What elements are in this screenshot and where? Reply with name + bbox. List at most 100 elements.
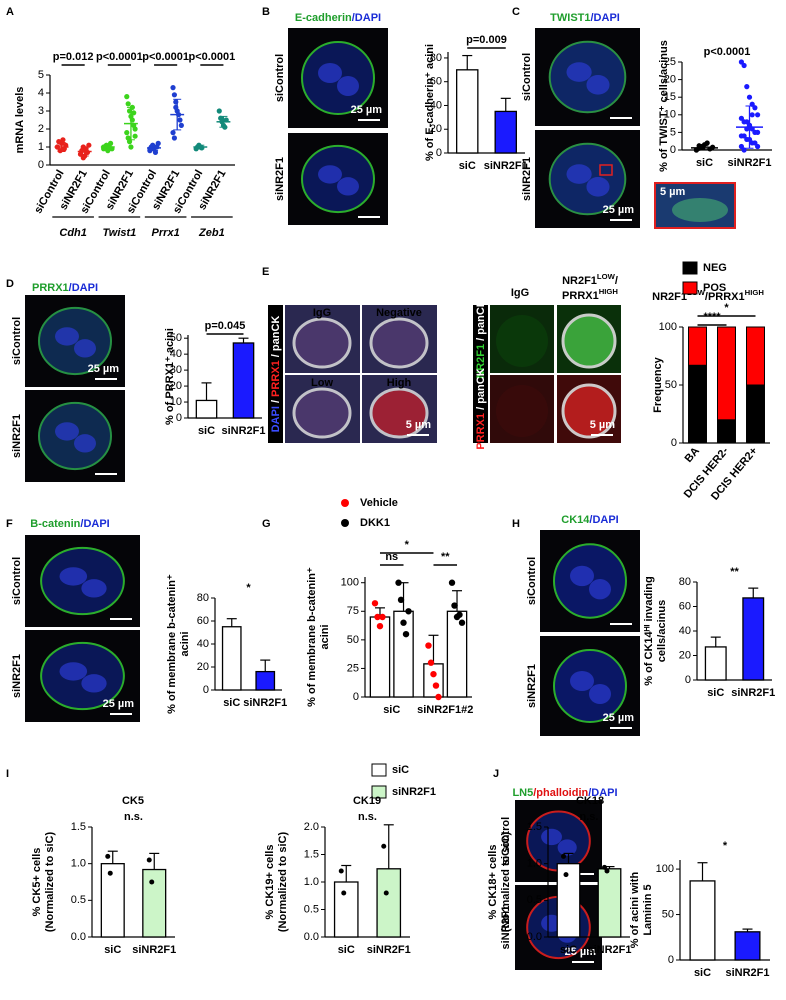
y-tick-label: 0 xyxy=(671,437,677,449)
y-tick-label: 0 xyxy=(670,144,676,156)
row-label: siNR2F1 xyxy=(500,905,512,949)
annotation: p<0.0001 xyxy=(96,51,143,63)
bar xyxy=(597,868,622,938)
bar xyxy=(232,342,255,419)
data-point xyxy=(177,117,183,123)
panel-letter: J xyxy=(493,768,499,780)
data-point xyxy=(178,122,184,128)
y-tick-label: 0.5 xyxy=(71,894,86,906)
bar-segment xyxy=(688,326,707,366)
chart-title: CK19 xyxy=(353,795,381,807)
label-part: /phalloidin xyxy=(533,787,588,799)
data-point xyxy=(381,843,387,849)
y-tick-label: 3 xyxy=(38,105,44,117)
y-tick-label: 1 xyxy=(38,141,44,153)
legend-label: Vehicle xyxy=(360,497,398,509)
data-point xyxy=(131,110,137,116)
data-point xyxy=(746,94,753,100)
y-axis-label: cells/acinus xyxy=(656,600,668,662)
group-label: Prrx1 xyxy=(152,227,180,239)
row-label: siControl xyxy=(274,54,286,102)
y-tick-label: 0.0 xyxy=(71,931,86,943)
data-point xyxy=(341,890,347,896)
data-point xyxy=(374,613,381,621)
label-part: LOW xyxy=(597,272,616,281)
data-point xyxy=(741,133,747,139)
y-tick-label: 60 xyxy=(197,615,209,627)
annotation: p=0.012 xyxy=(53,51,94,63)
x-tick-label: siC xyxy=(338,944,355,956)
data-point xyxy=(338,868,344,874)
data-point xyxy=(397,596,405,604)
legend-swatch xyxy=(371,763,387,777)
nucleus xyxy=(586,75,610,95)
y-tick-label: 0 xyxy=(436,147,442,159)
label-part: NR2F1 xyxy=(562,275,597,287)
x-tick-label: siC xyxy=(560,944,577,956)
scale-label: 25 µm xyxy=(603,712,635,724)
y-tick-label: 4 xyxy=(38,87,44,99)
y-tick-label: 15 xyxy=(664,91,676,103)
y-tick-label: 1.5 xyxy=(304,848,319,860)
data-point xyxy=(132,126,138,132)
stain-label: E-cadherin/DAPI xyxy=(295,12,381,24)
panel-letter: B xyxy=(262,6,270,18)
cell xyxy=(369,317,429,369)
data-point xyxy=(561,853,566,859)
data-point xyxy=(755,143,761,150)
data-point xyxy=(738,143,745,150)
stain-label: CK14/DAPI xyxy=(561,514,618,526)
y-tick-label: 20 xyxy=(430,123,442,135)
label-part: HIGH xyxy=(745,288,765,297)
bar xyxy=(494,110,517,154)
panel-letter: I xyxy=(6,768,9,780)
row-label: siNR2F1 xyxy=(526,664,538,708)
y-tick-label: 1.0 xyxy=(71,858,86,870)
y-axis-label: % of E-cadherin⁺ acini xyxy=(424,44,436,161)
legend-label: siC xyxy=(392,764,409,776)
x-tick-label: siNR2F1 xyxy=(367,944,411,956)
data-point xyxy=(451,602,458,609)
legend-label: POS xyxy=(703,282,726,294)
y-tick-label: 5 xyxy=(670,126,676,138)
x-tick-label: siNR2F1 xyxy=(587,944,631,956)
y-axis-label: % CK5+ cells xyxy=(31,848,43,917)
row-label: siControl xyxy=(526,557,538,605)
nucleus xyxy=(55,422,79,441)
legend-marker xyxy=(341,519,349,527)
data-point xyxy=(124,130,130,136)
stain-label: B-catenin/DAPI xyxy=(30,518,109,530)
label-part: NR2F1 xyxy=(652,291,687,303)
data-point xyxy=(430,670,437,678)
panel-letter: D xyxy=(6,278,14,290)
group-label: Cdh1 xyxy=(59,227,87,239)
scale-label: 25 µm xyxy=(351,104,383,116)
data-point xyxy=(376,622,384,630)
y-tick-label: 0 xyxy=(353,691,359,703)
x-tick-label: siC xyxy=(459,160,476,172)
y-tick-label: 40 xyxy=(170,348,182,360)
label-part: PRRX1 xyxy=(475,413,487,450)
label-part: / panCK xyxy=(270,316,282,361)
bar xyxy=(142,868,167,938)
x-tick-label: siC xyxy=(104,944,121,956)
y-tick-label: 20 xyxy=(679,649,691,661)
y-tick-label: 75 xyxy=(347,605,359,617)
x-tick-label: siC xyxy=(198,425,215,437)
nucleus xyxy=(337,177,359,196)
y-tick-label: 0 xyxy=(176,412,182,424)
bar xyxy=(423,663,444,698)
label-part: /DAPI xyxy=(588,787,617,799)
cell xyxy=(369,387,429,439)
tile-label: Low xyxy=(311,377,333,389)
nucleus xyxy=(74,434,96,453)
y-tick-label: 50 xyxy=(665,379,677,391)
row-label: siControl xyxy=(500,817,512,865)
data-point xyxy=(171,135,178,141)
data-point xyxy=(400,619,407,626)
bar xyxy=(376,868,402,938)
label-part: HIGH xyxy=(599,287,619,296)
y-axis-label: acini xyxy=(319,624,331,649)
